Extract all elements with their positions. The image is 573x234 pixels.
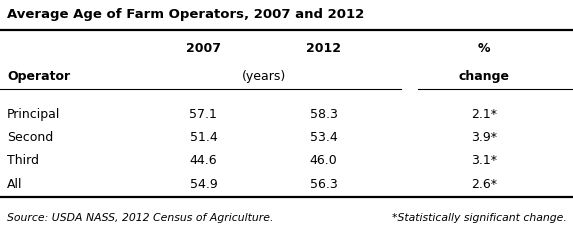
Text: 54.9: 54.9 — [190, 178, 217, 191]
Text: Average Age of Farm Operators, 2007 and 2012: Average Age of Farm Operators, 2007 and … — [7, 8, 364, 21]
Text: 57.1: 57.1 — [190, 108, 217, 121]
Text: 58.3: 58.3 — [310, 108, 337, 121]
Text: 46.0: 46.0 — [310, 154, 337, 168]
Text: 2.1*: 2.1* — [471, 108, 497, 121]
Text: 51.4: 51.4 — [190, 131, 217, 144]
Text: Principal: Principal — [7, 108, 60, 121]
Text: (years): (years) — [241, 70, 286, 83]
Text: Second: Second — [7, 131, 53, 144]
Text: 3.9*: 3.9* — [471, 131, 497, 144]
Text: 3.1*: 3.1* — [471, 154, 497, 168]
Text: All: All — [7, 178, 22, 191]
Text: 2007: 2007 — [186, 42, 221, 55]
Text: *Statistically significant change.: *Statistically significant change. — [393, 213, 567, 223]
Text: change: change — [458, 70, 510, 83]
Text: Operator: Operator — [7, 70, 70, 83]
Text: 2.6*: 2.6* — [471, 178, 497, 191]
Text: Source: USDA NASS, 2012 Census of Agriculture.: Source: USDA NASS, 2012 Census of Agricu… — [7, 213, 273, 223]
Text: 56.3: 56.3 — [310, 178, 337, 191]
Text: 53.4: 53.4 — [310, 131, 337, 144]
Text: 2012: 2012 — [306, 42, 342, 55]
Text: 44.6: 44.6 — [190, 154, 217, 168]
Text: Third: Third — [7, 154, 39, 168]
Text: %: % — [478, 42, 490, 55]
